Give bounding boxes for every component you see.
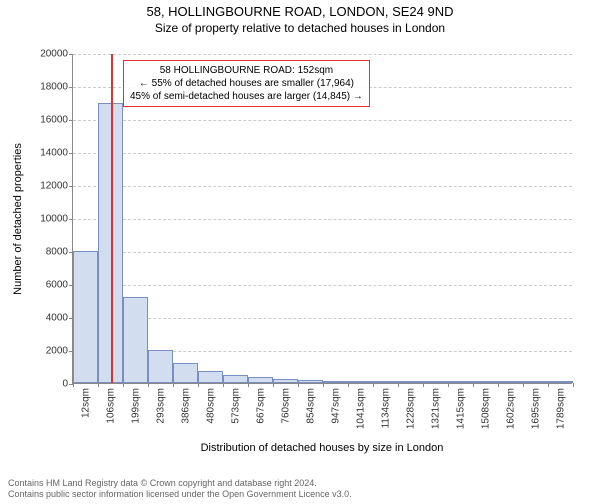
xtick-mark xyxy=(73,383,74,387)
xtick-mark xyxy=(148,383,149,387)
xtick-label: 573sqm xyxy=(230,388,241,424)
property-marker-line xyxy=(111,54,113,383)
histogram-bar xyxy=(348,381,373,383)
ytick-mark xyxy=(69,54,73,55)
gridline xyxy=(73,54,572,55)
xtick-label: 1041sqm xyxy=(355,388,366,429)
histogram-bar xyxy=(148,350,173,383)
xtick-mark xyxy=(548,383,549,387)
plot-region: 12sqm106sqm199sqm293sqm386sqm480sqm573sq… xyxy=(72,54,572,384)
gridline xyxy=(73,153,572,154)
histogram-bar xyxy=(473,381,498,383)
footer-line: Contains HM Land Registry data © Crown c… xyxy=(8,478,592,489)
xtick-mark xyxy=(523,383,524,387)
xtick-label: 1789sqm xyxy=(555,388,566,429)
gridline xyxy=(73,186,572,187)
xtick-mark xyxy=(248,383,249,387)
xtick-mark xyxy=(398,383,399,387)
ytick-label: 12000 xyxy=(18,181,68,192)
xtick-label: 386sqm xyxy=(180,388,191,424)
gridline xyxy=(73,252,572,253)
ytick-label: 6000 xyxy=(18,280,68,291)
ytick-label: 16000 xyxy=(18,115,68,126)
xtick-label: 1695sqm xyxy=(530,388,541,429)
xtick-mark xyxy=(373,383,374,387)
xtick-mark xyxy=(573,383,574,387)
ytick-label: 10000 xyxy=(18,214,68,225)
annotation-line: 58 HOLLINGBOURNE ROAD: 152sqm xyxy=(130,64,363,77)
xtick-label: 199sqm xyxy=(130,388,141,424)
histogram-bar xyxy=(398,381,423,383)
histogram-bar xyxy=(73,251,98,383)
xtick-mark xyxy=(173,383,174,387)
ytick-label: 14000 xyxy=(18,148,68,159)
xtick-mark xyxy=(123,383,124,387)
annotation-line: ← 55% of detached houses are smaller (17… xyxy=(130,77,363,90)
histogram-bar xyxy=(498,381,523,383)
xtick-label: 1415sqm xyxy=(455,388,466,429)
xtick-label: 480sqm xyxy=(205,388,216,424)
ytick-mark xyxy=(69,120,73,121)
ytick-mark xyxy=(69,219,73,220)
footer-line: Contains public sector information licen… xyxy=(8,489,592,500)
xtick-label: 1321sqm xyxy=(430,388,441,429)
gridline xyxy=(73,285,572,286)
xtick-mark xyxy=(223,383,224,387)
xtick-label: 854sqm xyxy=(305,388,316,424)
gridline xyxy=(73,219,572,220)
ytick-label: 18000 xyxy=(18,82,68,93)
annotation-box: 58 HOLLINGBOURNE ROAD: 152sqm← 55% of de… xyxy=(123,60,370,107)
xtick-label: 293sqm xyxy=(155,388,166,424)
xtick-label: 1134sqm xyxy=(380,388,391,428)
histogram-bar xyxy=(123,297,148,383)
histogram-bar xyxy=(173,363,198,383)
xtick-label: 12sqm xyxy=(80,388,91,418)
chart-area: 12sqm106sqm199sqm293sqm386sqm480sqm573sq… xyxy=(72,54,572,414)
ytick-label: 2000 xyxy=(18,346,68,357)
histogram-bar xyxy=(298,380,323,383)
xtick-label: 760sqm xyxy=(280,388,291,424)
histogram-bar xyxy=(423,381,448,383)
histogram-bar xyxy=(248,377,273,383)
histogram-bar xyxy=(523,381,548,383)
ytick-mark xyxy=(69,87,73,88)
annotation-line: 45% of semi-detached houses are larger (… xyxy=(130,90,363,103)
xtick-label: 947sqm xyxy=(330,388,341,424)
xtick-label: 1602sqm xyxy=(505,388,516,429)
ytick-label: 4000 xyxy=(18,313,68,324)
xtick-mark xyxy=(498,383,499,387)
page-title: 58, HOLLINGBOURNE ROAD, LONDON, SE24 9ND xyxy=(0,4,600,19)
page-subtitle: Size of property relative to detached ho… xyxy=(0,21,600,35)
histogram-bar xyxy=(323,381,348,383)
ytick-label: 8000 xyxy=(18,247,68,258)
attribution-footer: Contains HM Land Registry data © Crown c… xyxy=(8,478,592,500)
xtick-label: 667sqm xyxy=(255,388,266,424)
histogram-bar xyxy=(548,381,573,383)
x-axis-label: Distribution of detached houses by size … xyxy=(72,442,572,454)
histogram-bar xyxy=(448,381,473,383)
xtick-mark xyxy=(298,383,299,387)
xtick-label: 1228sqm xyxy=(405,388,416,429)
gridline xyxy=(73,120,572,121)
xtick-mark xyxy=(273,383,274,387)
xtick-mark xyxy=(198,383,199,387)
xtick-mark xyxy=(448,383,449,387)
histogram-bar xyxy=(373,381,398,383)
histogram-bar xyxy=(198,371,223,383)
ytick-label: 20000 xyxy=(18,49,68,60)
ytick-mark xyxy=(69,186,73,187)
histogram-bar xyxy=(223,375,248,383)
ytick-label: 0 xyxy=(18,379,68,390)
xtick-mark xyxy=(423,383,424,387)
xtick-label: 106sqm xyxy=(105,388,116,424)
xtick-label: 1508sqm xyxy=(480,388,491,429)
xtick-mark xyxy=(348,383,349,387)
histogram-bar xyxy=(273,379,298,383)
xtick-mark xyxy=(98,383,99,387)
ytick-mark xyxy=(69,153,73,154)
xtick-mark xyxy=(473,383,474,387)
xtick-mark xyxy=(323,383,324,387)
